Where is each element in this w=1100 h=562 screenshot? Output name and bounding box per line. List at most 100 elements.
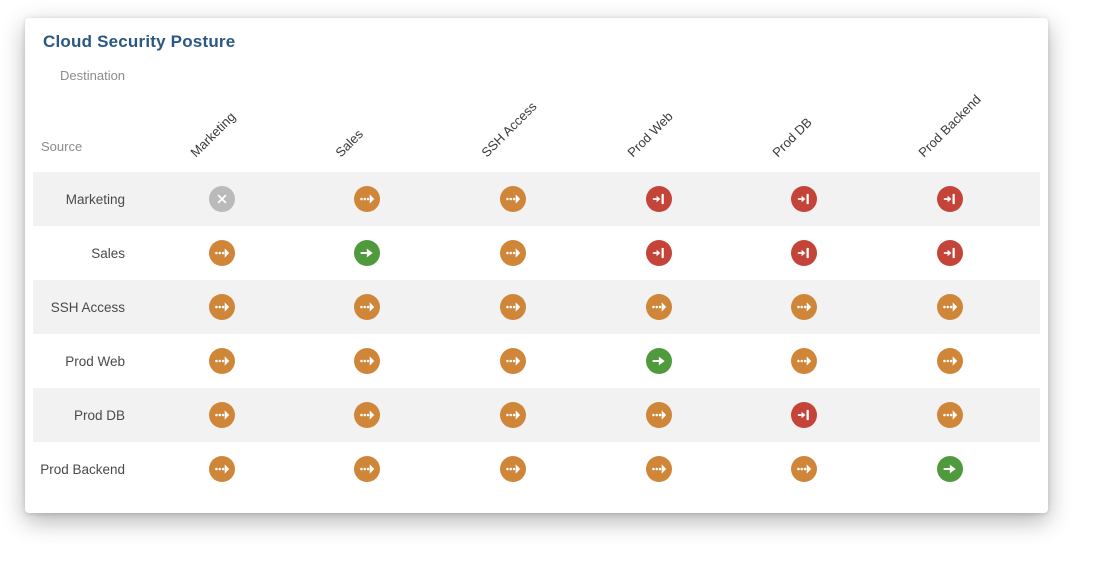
- dotted-arrow-icon[interactable]: [208, 402, 235, 428]
- traffic-matrix: Destination Source Marketing Sales SSH Acc…: [33, 60, 1040, 496]
- dotted-arrow-icon[interactable]: [791, 456, 818, 482]
- column-header-label: SSH Access: [478, 98, 540, 160]
- arrow-into-wall-icon[interactable]: [791, 402, 818, 428]
- destination-axis-label: Destination: [60, 68, 126, 83]
- dotted-arrow-icon[interactable]: [354, 348, 381, 374]
- matrix-cell: [295, 294, 441, 320]
- dotted-arrow-icon[interactable]: [499, 402, 526, 428]
- matrix-cell: [586, 456, 732, 482]
- matrix-cell: [731, 186, 877, 212]
- dotted-arrow-icon[interactable]: [208, 294, 235, 320]
- matrix-cell: [877, 402, 1023, 428]
- dotted-arrow-icon[interactable]: [791, 294, 818, 320]
- axis-corner: Destination Source: [33, 60, 149, 172]
- arrow-right-icon[interactable]: [936, 456, 963, 482]
- matrix-cell: [440, 294, 586, 320]
- source-axis-label: Source: [41, 139, 83, 154]
- dotted-arrow-icon[interactable]: [354, 402, 381, 428]
- matrix-body: Marketing Sales SSH Access Prod Web Prod DB P…: [33, 172, 1040, 496]
- dotted-arrow-icon[interactable]: [499, 294, 526, 320]
- arrow-right-icon[interactable]: [354, 240, 381, 266]
- dotted-arrow-icon[interactable]: [645, 294, 672, 320]
- column-header: Prod Web: [586, 60, 732, 172]
- dotted-arrow-icon[interactable]: [645, 402, 672, 428]
- matrix-cell: [586, 186, 732, 212]
- matrix-cell: [295, 186, 441, 212]
- matrix-cell: [440, 186, 586, 212]
- matrix-row: SSH Access: [33, 280, 1040, 334]
- column-header: SSH Access: [440, 60, 586, 172]
- matrix-cell: [440, 348, 586, 374]
- dotted-arrow-icon[interactable]: [499, 348, 526, 374]
- matrix-cell: [586, 240, 732, 266]
- dotted-arrow-icon[interactable]: [936, 294, 963, 320]
- matrix-header: Destination Source Marketing Sales SSH Acc…: [33, 60, 1040, 172]
- matrix-row: Prod Backend: [33, 442, 1040, 496]
- dotted-arrow-icon[interactable]: [208, 240, 235, 266]
- x-icon[interactable]: [208, 186, 235, 212]
- row-header-label: Prod DB: [73, 407, 125, 423]
- dotted-arrow-icon[interactable]: [936, 402, 963, 428]
- matrix-cell: [877, 186, 1023, 212]
- column-header-label: Sales: [332, 126, 367, 160]
- dotted-arrow-icon[interactable]: [354, 294, 381, 320]
- arrow-into-wall-icon[interactable]: [791, 186, 818, 212]
- matrix-cell: [731, 240, 877, 266]
- matrix-cell: [149, 402, 295, 428]
- dotted-arrow-icon[interactable]: [208, 348, 235, 374]
- dotted-arrow-icon[interactable]: [354, 186, 381, 212]
- arrow-into-wall-icon[interactable]: [936, 186, 963, 212]
- matrix-cell: [586, 348, 732, 374]
- arrow-into-wall-icon[interactable]: [645, 240, 672, 266]
- matrix-cell: [877, 456, 1023, 482]
- column-header: Prod Backend: [877, 60, 1023, 172]
- dotted-arrow-icon[interactable]: [936, 348, 963, 374]
- matrix-cell: [149, 240, 295, 266]
- matrix-cell: [877, 294, 1023, 320]
- row-header-label: Prod Backend: [40, 461, 125, 477]
- dotted-arrow-icon[interactable]: [791, 348, 818, 374]
- matrix-cell: [586, 294, 732, 320]
- column-header-label: Prod DB: [769, 114, 815, 160]
- matrix-cell: [731, 456, 877, 482]
- dotted-arrow-icon[interactable]: [354, 456, 381, 482]
- matrix-cell: [149, 456, 295, 482]
- column-header: Marketing: [149, 60, 295, 172]
- matrix-cell: [295, 348, 441, 374]
- matrix-row: Prod DB: [33, 388, 1040, 442]
- dotted-arrow-icon[interactable]: [499, 240, 526, 266]
- arrow-into-wall-icon[interactable]: [645, 186, 672, 212]
- matrix-cell: [731, 348, 877, 374]
- matrix-cell: [440, 402, 586, 428]
- matrix-cell: [731, 402, 877, 428]
- column-header: Sales: [295, 60, 441, 172]
- row-header-label: Sales: [91, 245, 125, 261]
- dotted-arrow-icon[interactable]: [645, 456, 672, 482]
- matrix-cell: [295, 402, 441, 428]
- matrix-cell: [440, 240, 586, 266]
- matrix-cell: [586, 402, 732, 428]
- matrix-cell: [149, 348, 295, 374]
- dotted-arrow-icon[interactable]: [499, 456, 526, 482]
- row-header-label: SSH Access: [50, 299, 125, 315]
- matrix-row: Sales: [33, 226, 1040, 280]
- matrix-cell: [440, 456, 586, 482]
- dotted-arrow-icon[interactable]: [499, 186, 526, 212]
- matrix-cell: [731, 294, 877, 320]
- column-header: Prod DB: [731, 60, 877, 172]
- arrow-right-icon[interactable]: [645, 348, 672, 374]
- dotted-arrow-icon[interactable]: [208, 456, 235, 482]
- matrix-cell: [295, 240, 441, 266]
- security-posture-card: Cloud Security Posture Destination Sourc…: [25, 18, 1048, 513]
- row-header-label: Prod Web: [65, 353, 125, 369]
- matrix-cell: [149, 294, 295, 320]
- column-header-label: Prod Web: [623, 108, 676, 160]
- matrix-cell: [877, 240, 1023, 266]
- matrix-cell: [149, 186, 295, 212]
- matrix-cell: [295, 456, 441, 482]
- column-header-label: Marketing: [187, 109, 239, 160]
- column-header-label: Prod Backend: [915, 91, 984, 160]
- arrow-into-wall-icon[interactable]: [791, 240, 818, 266]
- arrow-into-wall-icon[interactable]: [936, 240, 963, 266]
